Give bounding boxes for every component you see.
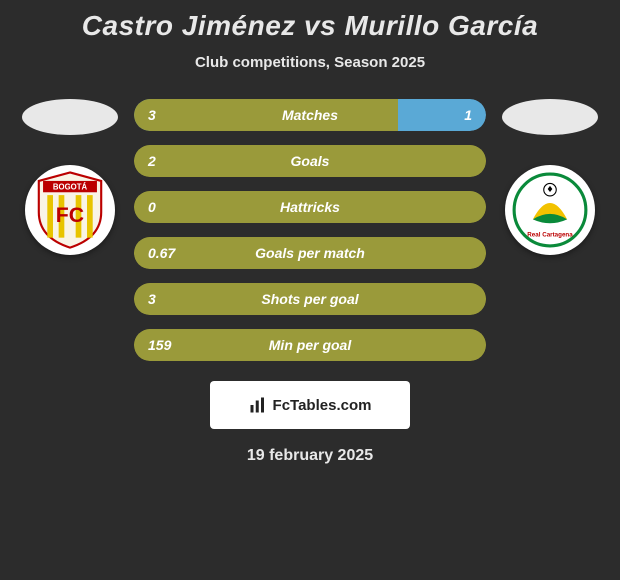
- stat-label: Goals per match: [255, 245, 365, 261]
- player-left-col: BOGOTÁ FC: [20, 99, 120, 255]
- stat-left-value: 159: [148, 337, 171, 353]
- comparison-row: BOGOTÁ FC 3 Matches 1 2 Goals 0 Hattricks 0.67 G…: [20, 99, 600, 361]
- date-label: 19 february 2025: [247, 447, 373, 465]
- stats-column: 3 Matches 1 2 Goals 0 Hattricks 0.67 Goals per m…: [120, 99, 500, 361]
- club-badge-left: BOGOTÁ FC: [25, 165, 115, 255]
- stat-bar: 3 Matches 1: [134, 99, 486, 131]
- stat-bar: 0.67 Goals per match: [134, 237, 486, 269]
- player-left-photo-placeholder: [22, 99, 118, 135]
- page-subtitle: Club competitions, Season 2025: [195, 54, 425, 71]
- stat-label: Min per goal: [269, 337, 351, 353]
- svg-text:BOGOTÁ: BOGOTÁ: [53, 182, 88, 191]
- stat-label: Hattricks: [280, 199, 340, 215]
- player-right-photo-placeholder: [502, 99, 598, 135]
- stat-bar-fill: [134, 99, 398, 131]
- svg-text:Real Cartagena: Real Cartagena: [527, 232, 573, 239]
- stat-left-value: 3: [148, 107, 156, 123]
- stat-left-value: 3: [148, 291, 156, 307]
- stat-bar: 2 Goals: [134, 145, 486, 177]
- stat-left-value: 2: [148, 153, 156, 169]
- real-cartagena-crest-icon: Real Cartagena: [511, 171, 589, 249]
- stat-left-value: 0.67: [148, 245, 175, 261]
- stat-left-value: 0: [148, 199, 156, 215]
- fctables-label: FcTables.com: [273, 397, 372, 414]
- stat-label: Matches: [282, 107, 338, 123]
- club-badge-right: Real Cartagena: [505, 165, 595, 255]
- svg-text:FC: FC: [56, 203, 84, 227]
- stat-right-value: 1: [464, 107, 472, 123]
- stat-bar: 159 Min per goal: [134, 329, 486, 361]
- stat-bar: 0 Hattricks: [134, 191, 486, 223]
- bogota-crest-icon: BOGOTÁ FC: [31, 171, 109, 249]
- stat-label: Shots per goal: [261, 291, 358, 307]
- page-title: Castro Jiménez vs Murillo García: [82, 10, 538, 42]
- player-right-col: Real Cartagena: [500, 99, 600, 255]
- chart-icon: [249, 396, 267, 414]
- stat-label: Goals: [291, 153, 330, 169]
- stat-bar: 3 Shots per goal: [134, 283, 486, 315]
- fctables-badge[interactable]: FcTables.com: [210, 381, 410, 429]
